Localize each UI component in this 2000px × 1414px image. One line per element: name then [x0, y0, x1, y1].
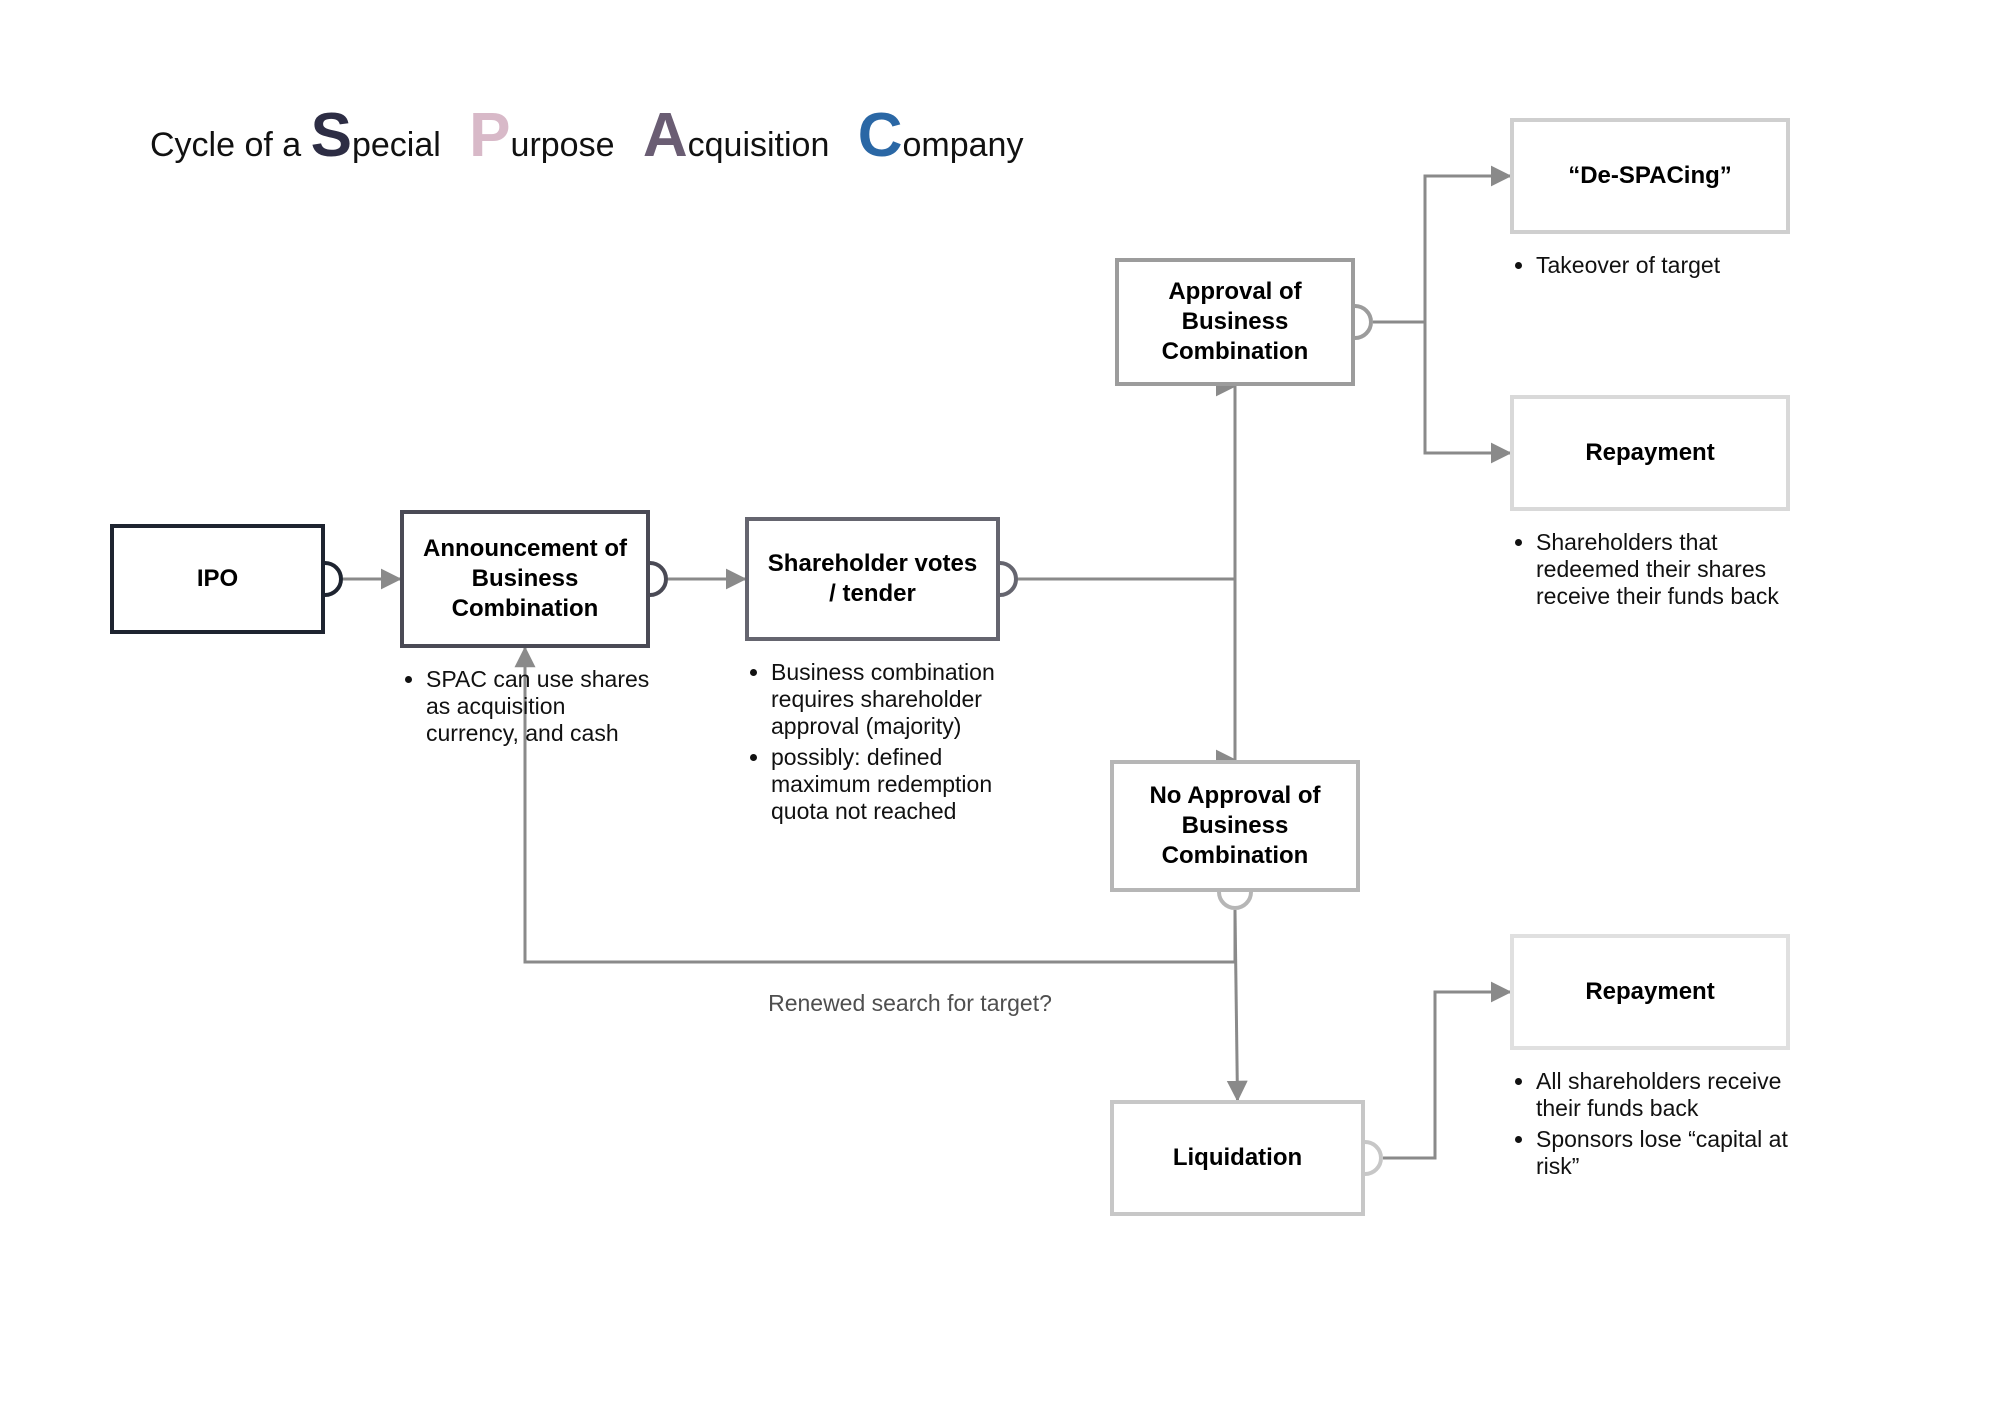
edge	[1383, 992, 1510, 1158]
page-title: Cycle of a Special Purpose Acquisition C…	[150, 100, 1052, 171]
bullets-repay2: All shareholders receive their funds bac…	[1510, 1068, 1790, 1184]
bullets-repay1: Shareholders that redeemed their shares …	[1510, 529, 1790, 614]
bullets-despac: Takeover of target	[1510, 252, 1790, 283]
edge	[1018, 386, 1235, 579]
edge	[1235, 910, 1238, 1100]
node-ipo: IPO	[110, 524, 325, 634]
node-liq: Liquidation	[1110, 1100, 1365, 1216]
edge	[1425, 322, 1510, 453]
diagram-stage: Cycle of a Special Purpose Acquisition C…	[0, 0, 2000, 1414]
bullets-vote: Business combination requires shareholde…	[745, 659, 1025, 829]
node-approve: Approval of Business Combination	[1115, 258, 1355, 386]
node-repay2: Repayment	[1510, 934, 1790, 1050]
bullets-announce: SPAC can use shares as acquisition curre…	[400, 666, 660, 751]
node-despac: “De-SPACing”	[1510, 118, 1790, 234]
edge-label: Renewed search for target?	[730, 990, 1090, 1017]
node-noapprove: No Approval of Business Combination	[1110, 760, 1360, 892]
node-vote: Shareholder votes / tender	[745, 517, 1000, 641]
node-announce: Announcement of Business Combination	[400, 510, 650, 648]
edge	[1373, 176, 1510, 322]
node-repay1: Repayment	[1510, 395, 1790, 511]
